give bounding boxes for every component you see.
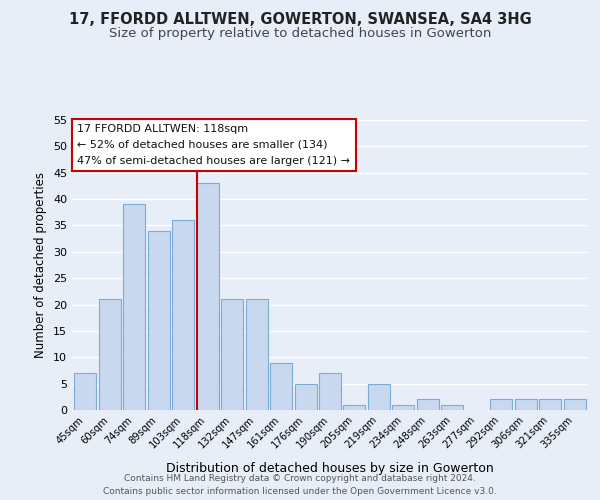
Text: Size of property relative to detached houses in Gowerton: Size of property relative to detached ho… — [109, 28, 491, 40]
Text: Contains HM Land Registry data © Crown copyright and database right 2024.: Contains HM Land Registry data © Crown c… — [124, 474, 476, 483]
Bar — [417, 400, 439, 410]
Bar — [441, 404, 463, 410]
Bar — [124, 204, 145, 410]
Bar — [563, 400, 586, 410]
Bar — [539, 400, 561, 410]
Bar — [99, 300, 121, 410]
Text: 17, FFORDD ALLTWEN, GOWERTON, SWANSEA, SA4 3HG: 17, FFORDD ALLTWEN, GOWERTON, SWANSEA, S… — [68, 12, 532, 28]
Bar — [343, 404, 365, 410]
Bar — [74, 373, 97, 410]
Text: Contains public sector information licensed under the Open Government Licence v3: Contains public sector information licen… — [103, 488, 497, 496]
Bar — [148, 230, 170, 410]
Bar — [515, 400, 536, 410]
Bar — [295, 384, 317, 410]
Text: 17 FFORDD ALLTWEN: 118sqm
← 52% of detached houses are smaller (134)
47% of semi: 17 FFORDD ALLTWEN: 118sqm ← 52% of detac… — [77, 124, 350, 166]
Bar — [319, 373, 341, 410]
Bar — [490, 400, 512, 410]
Bar — [197, 184, 219, 410]
Bar — [221, 300, 243, 410]
Y-axis label: Number of detached properties: Number of detached properties — [34, 172, 47, 358]
X-axis label: Distribution of detached houses by size in Gowerton: Distribution of detached houses by size … — [166, 462, 494, 474]
Bar — [368, 384, 390, 410]
Bar — [392, 404, 415, 410]
Bar — [172, 220, 194, 410]
Bar — [245, 300, 268, 410]
Bar — [270, 362, 292, 410]
